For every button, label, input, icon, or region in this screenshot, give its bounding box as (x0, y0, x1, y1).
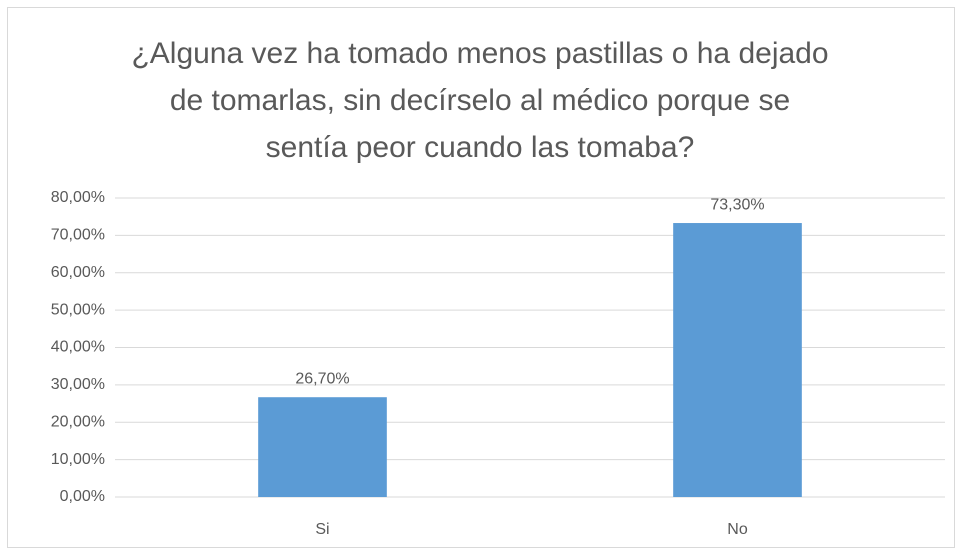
y-tick-label: 30,00% (51, 376, 105, 393)
x-tick-label: Si (315, 521, 329, 538)
chart-title: ¿Alguna vez ha tomado menos pastillas o … (131, 37, 829, 164)
y-tick-label: 10,00% (51, 451, 105, 468)
bar (673, 223, 802, 497)
y-tick-label: 0,00% (60, 488, 105, 505)
data-label: 73,30% (710, 196, 764, 213)
y-tick-label: 40,00% (51, 339, 105, 356)
x-tick-label: No (727, 521, 748, 538)
y-tick-label: 60,00% (51, 264, 105, 281)
y-tick-label: 70,00% (51, 227, 105, 244)
data-label: 26,70% (295, 370, 349, 387)
y-tick-label: 50,00% (51, 301, 105, 318)
y-tick-label: 80,00% (51, 189, 105, 206)
bar (258, 397, 387, 497)
y-tick-label: 20,00% (51, 413, 105, 430)
